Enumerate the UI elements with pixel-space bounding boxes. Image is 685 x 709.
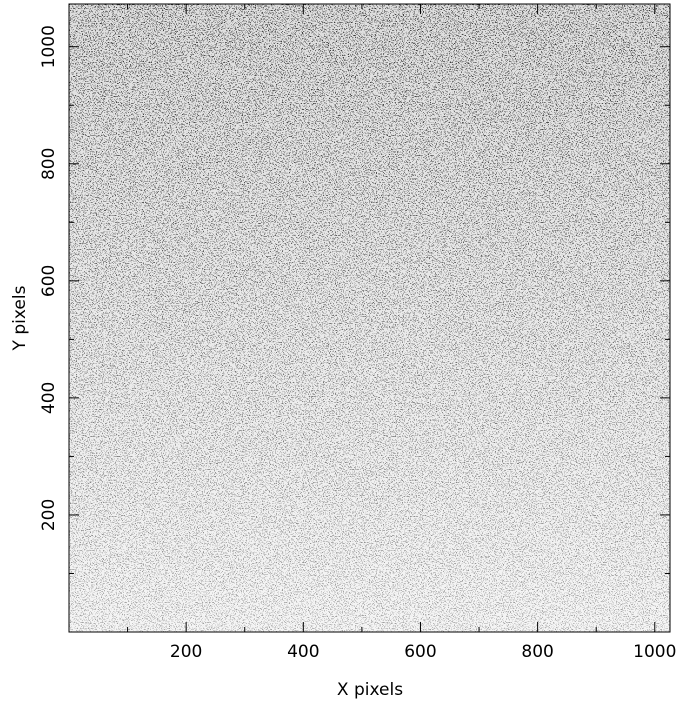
image-noise	[69, 4, 670, 632]
image-area	[68, 3, 671, 633]
x-tick-label: 1000	[633, 642, 676, 662]
x-axis-label: X pixels	[337, 680, 403, 700]
x-tick-label: 400	[287, 642, 319, 662]
y-tick-label: 600	[39, 265, 59, 297]
x-tick-label: 800	[521, 642, 553, 662]
y-axis-label: Y pixels	[10, 285, 30, 351]
y-tick-label: 1000	[39, 25, 59, 68]
y-tick-label: 800	[39, 148, 59, 180]
y-tick-label: 200	[39, 499, 59, 531]
x-tick-label: 600	[404, 642, 436, 662]
x-tick-label: 200	[170, 642, 202, 662]
y-tick-label: 400	[39, 382, 59, 414]
plot-frame	[68, 3, 671, 633]
